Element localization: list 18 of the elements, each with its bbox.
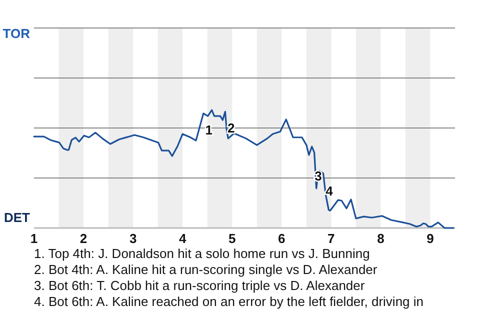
annotation: 1 (205, 122, 212, 138)
text: 2. Bot 4th: A. Kaline hit a run-scoring single vs D. Alexander (34, 262, 378, 277)
x-tick-label: 3 (129, 231, 137, 246)
text: 3. Bot 6th: T. Cobb hit a run-scoring triple vs D. Alexander (34, 278, 366, 293)
x-tick-label: 5 (228, 231, 236, 246)
text: DET (4, 210, 30, 225)
x-tick-label: 4 (178, 231, 187, 246)
x-tick-label: 2 (80, 231, 88, 246)
x-tick-label: 1 (30, 231, 38, 246)
x-tick-label: 8 (377, 231, 384, 246)
annotation: 3 (314, 168, 322, 184)
x-tick-label: 7 (328, 231, 335, 246)
text: 4. Bot 6th: A. Kaline reached on an error by the left fielder, driving in (34, 294, 424, 309)
x-tick-label: 9 (426, 231, 434, 246)
x-tick-label: 6 (278, 231, 286, 246)
text: TOR (2, 26, 31, 41)
text: 1. Top 4th: J. Donaldson hit a solo home run vs J. Bunning (34, 246, 370, 261)
annotation: 2 (228, 120, 235, 136)
